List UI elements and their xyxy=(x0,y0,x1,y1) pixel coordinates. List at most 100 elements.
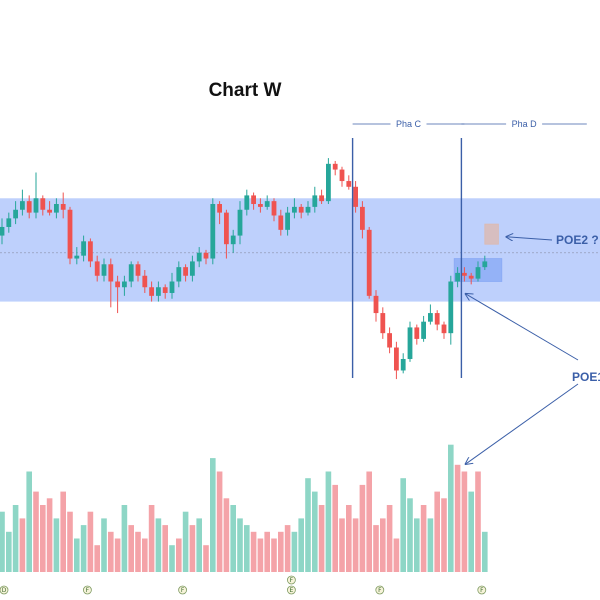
candle xyxy=(108,258,114,308)
candle-body xyxy=(74,255,80,259)
candle-body xyxy=(326,163,331,202)
event-marker: D xyxy=(0,585,9,595)
candle-body xyxy=(13,209,18,219)
candle xyxy=(135,261,141,282)
volume-bar xyxy=(305,478,311,572)
candle-body xyxy=(462,272,467,276)
candle-body xyxy=(217,204,222,213)
volume-bar xyxy=(6,531,12,572)
volume-bar xyxy=(373,525,379,572)
candle-body xyxy=(101,264,107,276)
candle-body xyxy=(244,195,250,210)
candle xyxy=(400,353,406,374)
event-marker-letter: E xyxy=(290,587,294,594)
volume-bar xyxy=(441,498,447,572)
candle xyxy=(332,160,338,176)
volume-bar xyxy=(33,491,39,572)
candle xyxy=(115,275,120,314)
event-marker: F xyxy=(83,585,92,595)
event-marker: F xyxy=(178,585,188,595)
volume-bar xyxy=(386,505,393,572)
candle xyxy=(292,198,297,219)
candle-body xyxy=(339,169,345,182)
event-marker: F xyxy=(375,585,385,595)
candle-body xyxy=(428,313,433,322)
candle-body xyxy=(203,252,209,259)
candle-body xyxy=(135,264,141,276)
poe2-box xyxy=(484,223,499,245)
candle xyxy=(312,186,318,213)
candle-body xyxy=(312,195,318,207)
volume-bar xyxy=(67,511,73,572)
candle-body xyxy=(190,261,195,276)
candle xyxy=(346,175,352,190)
candle-body xyxy=(224,212,229,245)
candle-body xyxy=(108,264,114,282)
candle-body xyxy=(285,212,290,230)
event-marker-letter: F xyxy=(290,577,294,584)
candle xyxy=(169,272,175,299)
candle xyxy=(156,281,161,302)
candle-body xyxy=(183,267,188,276)
volume-bar xyxy=(223,498,230,572)
candle xyxy=(482,255,488,271)
candle-body xyxy=(251,195,256,205)
candle-body xyxy=(115,281,120,288)
candle-body xyxy=(264,201,270,207)
event-marker-circle xyxy=(477,585,487,595)
volume-bar xyxy=(400,478,406,572)
volume-bar xyxy=(121,505,128,572)
candle xyxy=(149,281,154,302)
volume-bar xyxy=(380,518,386,572)
chart-title: Chart W xyxy=(209,80,282,101)
volume-bar xyxy=(325,471,332,572)
candle xyxy=(326,158,331,205)
volume-bar xyxy=(210,458,216,572)
candle-body xyxy=(271,201,277,216)
poe1-arrow-price xyxy=(466,294,579,361)
volume-bar xyxy=(26,471,32,572)
volume-bar xyxy=(162,525,168,572)
phase-label: Pha D xyxy=(512,119,538,129)
volume-bar xyxy=(46,498,53,572)
candle xyxy=(264,195,270,210)
volume-bar xyxy=(257,538,264,572)
candle-body xyxy=(319,195,324,202)
candle xyxy=(54,198,59,219)
candle-body xyxy=(414,327,420,339)
candle xyxy=(196,247,202,268)
candle-body xyxy=(176,267,182,282)
candle-body xyxy=(196,252,202,262)
candle-body xyxy=(210,204,216,259)
candle xyxy=(319,189,324,205)
candle-body xyxy=(353,186,358,207)
candle xyxy=(339,166,345,187)
candle-body xyxy=(156,287,161,296)
candle-body xyxy=(0,226,5,236)
volume-bar xyxy=(40,505,46,572)
event-marker: F xyxy=(286,575,296,585)
candle-body xyxy=(122,281,127,288)
candle xyxy=(366,226,372,299)
event-marker-circle xyxy=(0,585,9,595)
candle-body xyxy=(475,267,481,279)
candle xyxy=(94,255,100,282)
poe2-arrow xyxy=(506,237,553,240)
candle-body xyxy=(448,281,454,334)
candle-body xyxy=(373,295,379,314)
volume-bar xyxy=(414,518,420,572)
candle-body xyxy=(67,209,73,259)
event-marker-circle xyxy=(286,575,296,585)
candle xyxy=(13,201,18,225)
candle-body xyxy=(26,201,32,213)
candle xyxy=(203,249,209,265)
candle xyxy=(441,321,447,339)
candle xyxy=(434,310,440,331)
candle xyxy=(387,327,392,354)
candle xyxy=(122,275,127,296)
candle xyxy=(380,307,386,339)
candle xyxy=(373,290,379,322)
candle-body xyxy=(455,272,460,282)
poe1-arrow-volume xyxy=(466,383,579,464)
candle xyxy=(101,258,107,282)
